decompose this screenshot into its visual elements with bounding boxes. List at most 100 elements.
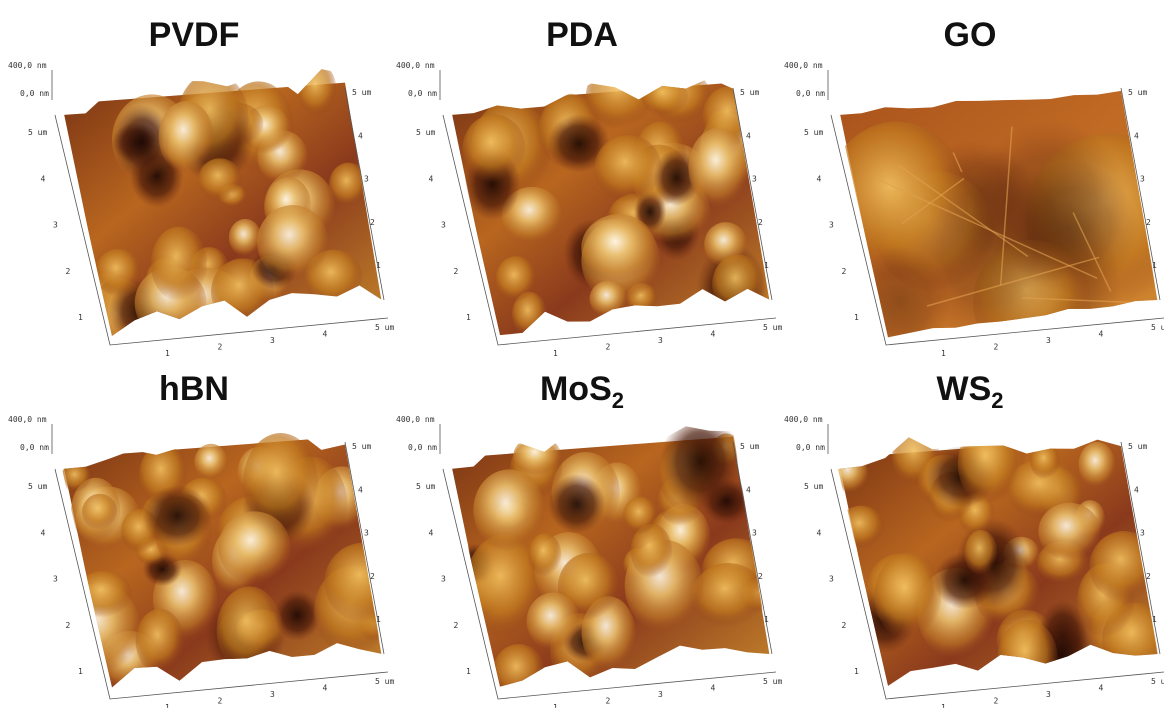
y-label: 3 <box>53 221 58 230</box>
right-label: 3 <box>752 529 757 538</box>
title-text: WS <box>936 370 991 408</box>
z-label: 0,0 nm <box>796 89 825 98</box>
x-label: 3 <box>270 690 275 699</box>
y-label: 2 <box>842 621 847 630</box>
z-label: 0,0 nm <box>408 89 437 98</box>
x-label: 1 <box>941 703 946 708</box>
y-label: 5 um <box>416 128 435 137</box>
y-label: 1 <box>466 313 471 322</box>
y-label: 3 <box>829 221 834 230</box>
y-label: 1 <box>854 667 859 676</box>
y-label: 3 <box>53 575 58 584</box>
z-label: 0,0 nm <box>20 89 49 98</box>
right-label: 2 <box>758 572 763 581</box>
right-label: 1 <box>376 261 381 270</box>
right-label: 5 um <box>740 442 759 451</box>
surface-feature <box>586 63 655 129</box>
x-label: 5 um <box>375 677 394 686</box>
surface-feature <box>1038 503 1100 561</box>
panel: WS2400,0 nm0,0 nm5 um432112345 um5 um432… <box>784 370 1164 708</box>
right-label: 2 <box>370 572 375 581</box>
y-label: 1 <box>78 667 83 676</box>
y-label: 4 <box>41 174 46 183</box>
x-label: 2 <box>994 343 999 352</box>
surface <box>60 433 402 699</box>
x-label: 2 <box>606 343 611 352</box>
x-label: 2 <box>606 697 611 706</box>
right-label: 2 <box>1146 572 1151 581</box>
surface-feature <box>75 571 132 618</box>
surface-feature <box>661 413 740 509</box>
surface-feature <box>159 101 214 172</box>
x-label: 5 um <box>375 323 394 332</box>
x-label: 4 <box>323 684 328 693</box>
x-label: 4 <box>711 684 716 693</box>
surface-feature <box>198 158 242 201</box>
panel: hBN400,0 nm0,0 nm5 um432112345 um5 um432… <box>8 370 403 708</box>
x-label: 4 <box>1099 330 1104 339</box>
right-label: 4 <box>358 485 363 494</box>
surface-feature <box>527 593 580 651</box>
surface-feature <box>229 219 262 256</box>
panel: GO400,0 nm0,0 nm5 um432112345 um5 um4321 <box>784 16 1164 379</box>
right-label: 4 <box>1134 131 1139 140</box>
surface-feature <box>581 214 656 282</box>
page: {"panels": [ {"title": "PVDF", "z_labels… <box>0 0 1164 708</box>
title-text: GO <box>944 16 997 54</box>
surface-feature <box>218 511 290 583</box>
surface-feature <box>1078 442 1115 488</box>
z-label: 400,0 nm <box>396 61 435 70</box>
surface-feature <box>463 114 526 182</box>
surface-feature <box>1001 162 1139 293</box>
title-text: MoS <box>540 370 612 408</box>
x-label: 1 <box>165 703 170 708</box>
y-label: 5 um <box>804 482 823 491</box>
surface-feature <box>143 485 212 546</box>
surface-feature <box>95 249 141 296</box>
surface-feature <box>875 553 942 639</box>
surface-feature <box>151 227 207 302</box>
surface-feature <box>594 135 661 202</box>
x-label: 2 <box>218 697 223 706</box>
title-subscript: 2 <box>991 388 1003 413</box>
surface-feature <box>298 63 337 116</box>
surface-feature <box>692 563 764 627</box>
x-label: 5 um <box>763 677 782 686</box>
y-label: 2 <box>842 267 847 276</box>
right-label: 1 <box>764 615 769 624</box>
right-label: 2 <box>370 218 375 227</box>
panel-title: PVDF <box>149 16 240 54</box>
x-label: 2 <box>218 343 223 352</box>
right-label: 1 <box>764 261 769 270</box>
y-label: 3 <box>441 221 446 230</box>
x-label: 3 <box>1046 690 1051 699</box>
right-label: 5 um <box>352 442 371 451</box>
surface-feature <box>493 644 545 700</box>
right-label: 2 <box>758 218 763 227</box>
y-label: 4 <box>429 528 434 537</box>
z-label: 400,0 nm <box>784 415 823 424</box>
surface-feature <box>82 494 117 530</box>
right-label: 5 um <box>352 88 371 97</box>
surface-feature <box>641 76 688 117</box>
y-label: 2 <box>66 621 71 630</box>
x-label: 1 <box>553 349 558 358</box>
right-label: 4 <box>746 131 751 140</box>
right-label: 4 <box>1134 485 1139 494</box>
right-label: 4 <box>358 131 363 140</box>
surface-feature <box>257 205 328 279</box>
surface-feature <box>958 423 1018 504</box>
right-label: 2 <box>1146 218 1151 227</box>
y-label: 5 um <box>28 128 47 137</box>
right-label: 5 um <box>1128 442 1147 451</box>
right-label: 3 <box>1140 529 1145 538</box>
right-label: 3 <box>364 529 369 538</box>
y-label: 5 um <box>804 128 823 137</box>
right-label: 3 <box>752 175 757 184</box>
surface-feature <box>688 128 748 207</box>
surface-feature <box>329 163 368 208</box>
surface-feature <box>589 281 627 317</box>
surface-feature <box>324 543 402 622</box>
surface-feature <box>217 586 282 672</box>
